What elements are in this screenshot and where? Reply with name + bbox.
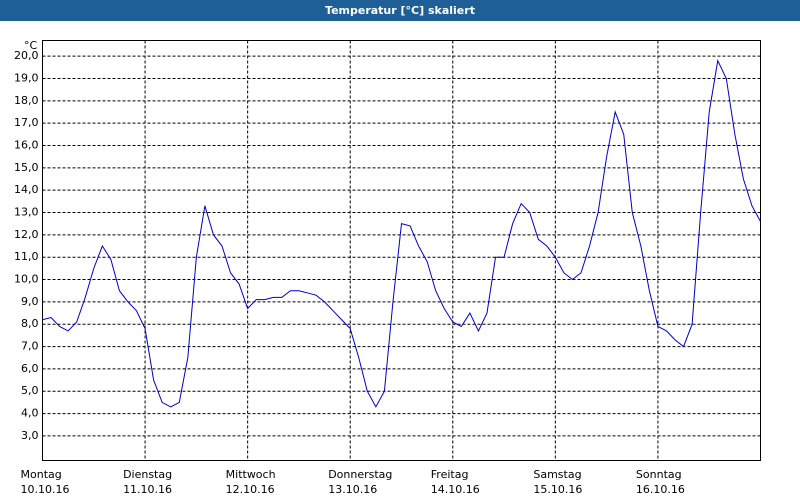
x-tick-date: 15.10.16: [533, 483, 582, 496]
x-tick-date: 14.10.16: [431, 483, 480, 496]
y-tick-label: 4,0: [21, 407, 39, 420]
y-tick-label: 10,0: [14, 273, 39, 286]
x-tick-label: Mittwoch: [226, 468, 276, 481]
x-tick-label: Sonntag: [636, 468, 682, 481]
y-tick-label: 20,0: [14, 49, 39, 62]
plot-frame: [42, 40, 761, 461]
x-tick-date: 12.10.16: [226, 483, 275, 496]
x-tick-date: 16.10.16: [636, 483, 685, 496]
y-tick-label: 15,0: [14, 161, 39, 174]
x-tick-label: Dienstag: [123, 468, 172, 481]
x-tick-label: Montag: [21, 468, 62, 481]
y-tick-label: 5,0: [21, 384, 39, 397]
y-unit: °C: [24, 39, 38, 52]
y-tick-label: 8,0: [21, 317, 39, 330]
y-tick-label: 19,0: [14, 71, 39, 84]
chart-title: Temperatur [°C] skaliert: [325, 4, 475, 17]
y-tick-label: 11,0: [14, 250, 39, 263]
y-tick-label: 13,0: [14, 206, 39, 219]
temperature-line: [42, 58, 761, 408]
y-tick-label: 7,0: [21, 340, 39, 353]
y-tick-label: 3,0: [21, 429, 39, 442]
x-tick-date: 13.10.16: [328, 483, 377, 496]
y-tick-label: 6,0: [21, 362, 39, 375]
y-tick-label: 18,0: [14, 94, 39, 107]
y-tick-label: 17,0: [14, 116, 39, 129]
x-tick-label: Samstag: [533, 468, 581, 481]
y-tick-label: 16,0: [14, 139, 39, 152]
y-tick-label: 9,0: [21, 295, 39, 308]
x-tick-date: 10.10.16: [21, 483, 70, 496]
title-bar: [0, 0, 800, 21]
x-tick-label: Donnerstag: [328, 468, 392, 481]
x-tick-label: Freitag: [431, 468, 469, 481]
y-tick-label: 14,0: [14, 183, 39, 196]
x-tick-date: 11.10.16: [123, 483, 172, 496]
y-tick-label: 12,0: [14, 228, 39, 241]
